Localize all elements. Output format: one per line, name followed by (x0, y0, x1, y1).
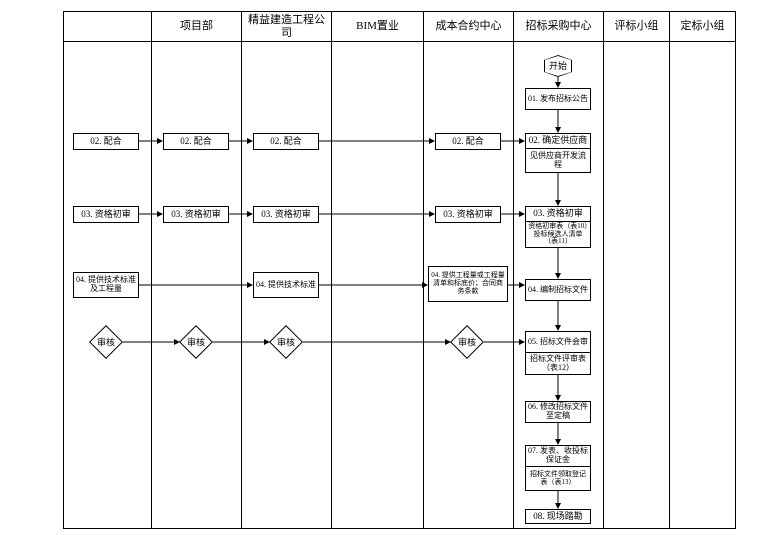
lane-border (669, 39, 670, 529)
r05-d4: 审核 (450, 325, 484, 359)
bottom-border (63, 528, 735, 529)
r02-c2: 02. 配合 (163, 133, 229, 150)
lane-border (151, 39, 152, 529)
col-project: 项目部 (152, 12, 242, 42)
r03-c3: 03. 资格初审 (253, 206, 319, 223)
r04-c3: 04. 提供技术标准 (253, 272, 319, 298)
r05-d3: 审核 (269, 325, 303, 359)
col-bim: BIM置业 (332, 12, 424, 42)
node-02: 02. 确定供应商 (525, 133, 591, 149)
lane-border (63, 39, 64, 529)
lane-border (603, 39, 604, 529)
node-01: 01. 发布招标公告 (525, 88, 591, 110)
col-lean: 精益建造工程公司 (242, 12, 332, 42)
lane-border (513, 39, 514, 529)
col-cost: 成本合约中心 (424, 12, 514, 42)
node-08: 08. 现场踏勘 (525, 509, 591, 524)
node-03: 03. 资格初审 (525, 206, 591, 222)
r02-c4: 02. 配合 (435, 133, 501, 150)
col-bid: 招标采购中心 (514, 12, 604, 42)
col-award: 定标小组 (670, 12, 736, 42)
r03-c4: 03. 资格初审 (435, 206, 501, 223)
node-03a: 资格初审表（表10）投标候选人清单（表11） (525, 222, 591, 248)
lane-border (331, 39, 332, 529)
r02-c3: 02. 配合 (253, 133, 319, 150)
lane-border (241, 39, 242, 529)
lane-border (423, 39, 424, 529)
node-07: 07. 发表、收投标保证金 (525, 445, 591, 467)
node-05a: 招标文件评审表（表12） (525, 353, 591, 375)
r04-c4: 04. 提供工程量或工程量清单和标底价；合同商务条款 (428, 266, 508, 302)
node-05: 05. 招标文件会审 (525, 331, 591, 353)
start-label: 开始 (544, 60, 572, 72)
col-blank (64, 12, 152, 42)
r05-d2: 审核 (179, 325, 213, 359)
col-eval: 评标小组 (604, 12, 670, 42)
node-04: 04. 编制招标文件 (525, 279, 591, 301)
r03-c2: 03. 资格初审 (163, 206, 229, 223)
node-02a: 见供应商开发流程 (525, 149, 591, 173)
lane-border (735, 39, 736, 529)
r03-c1: 03. 资格初审 (73, 206, 139, 223)
arrows-layer (0, 0, 760, 535)
node-07a: 招标文件领取登记表（表13） (525, 467, 591, 491)
node-06: 06. 修改招标文件至定稿 (525, 401, 591, 423)
swimlane-header: 项目部 精益建造工程公司 BIM置业 成本合约中心 招标采购中心 评标小组 定标… (63, 11, 736, 42)
r02-c1: 02. 配合 (73, 133, 139, 150)
r05-d1: 审核 (89, 325, 123, 359)
r04-c1: 04. 提供技术标准及工程量 (73, 272, 139, 298)
flowchart-page: 项目部 精益建造工程公司 BIM置业 成本合约中心 招标采购中心 评标小组 定标… (0, 0, 760, 535)
start-node: 开始 (543, 55, 573, 77)
